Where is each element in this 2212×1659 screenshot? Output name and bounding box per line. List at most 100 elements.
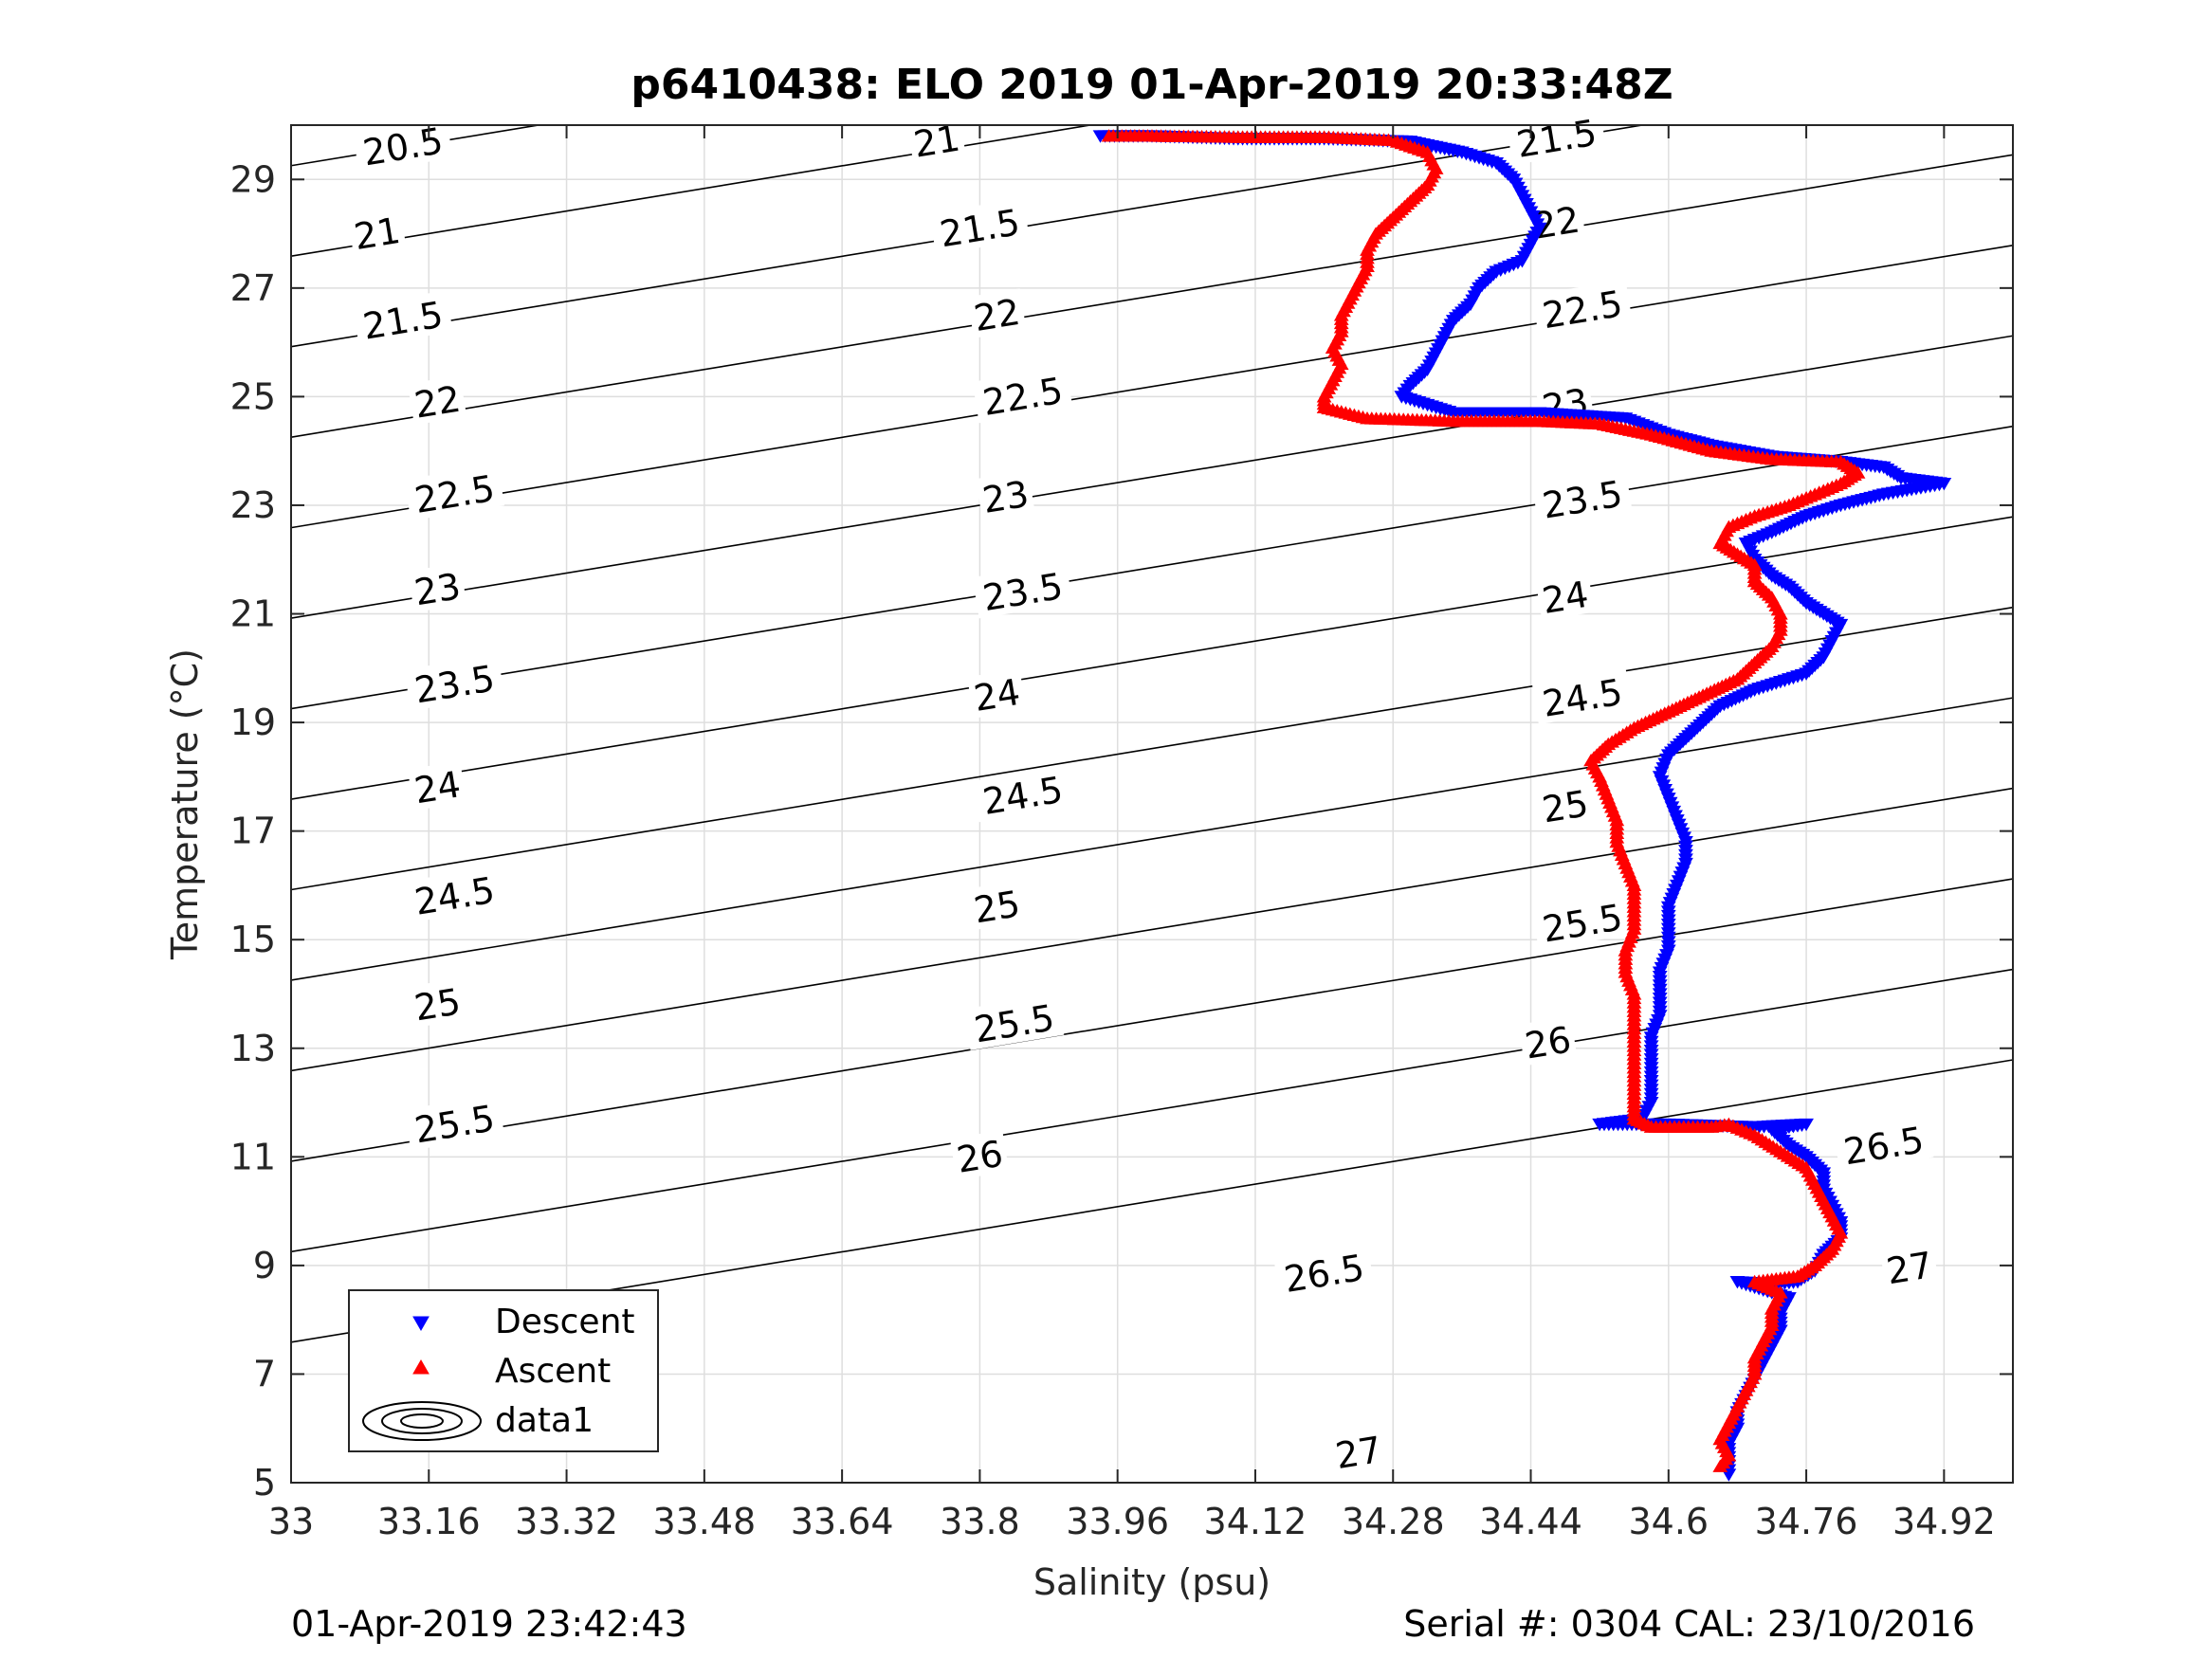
contour-label-bg	[352, 290, 453, 348]
density-contour-line	[291, 154, 2013, 438]
y-tick-label: 21	[230, 593, 276, 635]
contour-label-bg	[1526, 195, 1586, 246]
legend-label-descent: Descent	[495, 1303, 635, 1341]
x-tick-label: 34.6	[1628, 1501, 1709, 1542]
y-tick-label: 7	[253, 1353, 276, 1395]
contour-label-bg	[404, 1094, 505, 1151]
contour-label-bg	[949, 1130, 1010, 1180]
density-contours	[291, 125, 2013, 1343]
contour-label-bg	[404, 464, 505, 521]
contour-label-group: 25	[1535, 779, 1595, 830]
contour-label-bg	[1531, 279, 1633, 337]
x-tick-label: 33.64	[791, 1501, 894, 1542]
x-axis-label: Salinity (psu)	[1033, 1561, 1271, 1603]
contour-label-bg	[1531, 667, 1633, 725]
contour-label-bg	[1531, 469, 1633, 527]
x-tick-label: 34.12	[1204, 1501, 1307, 1542]
contour-label: 23	[411, 565, 464, 613]
contour-label-group: 25.5	[1531, 893, 1633, 951]
density-contour-line	[291, 125, 1647, 348]
contour-label-bg	[967, 668, 1027, 719]
x-tick-label: 33.8	[940, 1501, 1020, 1542]
density-contour-line	[291, 878, 2013, 1162]
contour-label-bg	[404, 866, 505, 923]
contour-label: 24	[971, 671, 1023, 720]
contour-legend-icon	[362, 1401, 482, 1441]
contour-label-bg	[976, 470, 1035, 520]
legend: Descent Ascent data1	[348, 1289, 659, 1452]
contour-label-group: 22	[967, 288, 1027, 339]
y-tick-label: 5	[253, 1462, 276, 1504]
contour-label: 25	[411, 980, 464, 1029]
contour-label: 25	[971, 883, 1023, 931]
contour-label: 21	[351, 210, 403, 258]
contour-label-group: 22.5	[1531, 279, 1633, 337]
density-contour-line	[291, 335, 2013, 619]
contour-label-group: 25.5	[404, 1094, 505, 1152]
contour-label-group: 23.5	[972, 561, 1073, 619]
contour-label-group: 23.5	[404, 654, 505, 712]
y-axis-ticks: 5 7 9 11 13 15 17 19 21 23 25 27 29	[230, 158, 2013, 1504]
contour-label: 24	[1539, 574, 1591, 622]
contour-label-group: 26	[949, 1130, 1010, 1181]
ascent-point	[1712, 1459, 1728, 1472]
contour-label: 26	[954, 1133, 1006, 1181]
y-axis-label: Temperature (°C)	[164, 648, 206, 960]
descent-legend-marker	[412, 1316, 430, 1332]
contour-label-bg	[1531, 893, 1633, 950]
contour-label-bg	[972, 765, 1073, 823]
legend-label-ascent: Ascent	[495, 1352, 611, 1391]
x-tick-label: 33.16	[377, 1501, 481, 1542]
chart-title: p6410438: ELO 2019 01-Apr-2019 20:33:48Z	[631, 61, 1673, 109]
density-contour-line	[291, 606, 2013, 891]
x-tick-label: 33.48	[652, 1501, 756, 1542]
y-tick-label: 27	[230, 267, 276, 309]
contour-label-group: 24	[1535, 571, 1595, 622]
contour-label-bg	[1879, 1241, 1939, 1292]
y-tick-label: 23	[230, 484, 276, 526]
contour-label: 23	[979, 473, 1032, 521]
x-tick-label: 34.92	[1892, 1501, 1996, 1542]
contour-label-bg	[1535, 571, 1595, 621]
y-tick-label: 13	[230, 1028, 276, 1069]
density-contour-line	[291, 244, 2013, 529]
density-contour-line	[291, 125, 1095, 258]
contour-labels: 20.5212121.521.521.522222222.522.522.523…	[347, 108, 1939, 1477]
contour-label: 27	[1884, 1244, 1936, 1292]
contour-label-group: 24	[967, 668, 1027, 720]
contour-label-bg	[1833, 1116, 1934, 1173]
plot-area-border	[290, 124, 2014, 1484]
contour-label-bg	[407, 760, 467, 811]
density-contour-line	[291, 425, 2013, 710]
x-tick-label: 34.44	[1479, 1501, 1582, 1542]
contour-label-group: 21	[347, 207, 407, 258]
contour-label-bg	[1535, 779, 1595, 830]
contour-label-bg	[967, 288, 1027, 338]
y-tick-label: 9	[253, 1245, 276, 1286]
contour-label-bg	[352, 117, 453, 173]
contour-label-bg	[407, 374, 467, 426]
y-tick-label: 11	[230, 1136, 276, 1177]
footer-serial-cal: Serial #: 0304 CAL: 23/10/2016	[1403, 1603, 1975, 1645]
contour-label-group: 21	[906, 114, 966, 166]
x-tick-label: 34.76	[1755, 1501, 1858, 1542]
y-tick-label: 29	[230, 158, 276, 200]
contour-label-bg	[407, 562, 467, 613]
density-contour-line	[291, 516, 2013, 800]
contour-label-bg	[972, 561, 1073, 619]
contour-label: 25	[1539, 782, 1591, 830]
contour-label-group: 22	[407, 374, 467, 427]
contour-label-bg	[1506, 108, 1607, 166]
contour-label: 27	[1332, 1429, 1384, 1477]
contour-label-bg	[906, 114, 966, 165]
contour-label-group: 25	[967, 880, 1027, 931]
contour-label-group: 24	[407, 760, 467, 811]
density-contour-line	[291, 968, 2013, 1253]
y-tick-label: 25	[230, 375, 276, 417]
contour-label-bg	[404, 654, 505, 711]
contour-label-bg	[1273, 1243, 1375, 1301]
contour-label: 26	[1522, 1018, 1574, 1066]
contour-label: 24	[411, 763, 464, 811]
y-tick-label: 17	[230, 811, 276, 852]
